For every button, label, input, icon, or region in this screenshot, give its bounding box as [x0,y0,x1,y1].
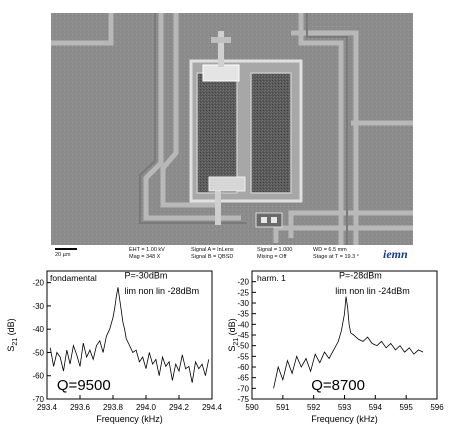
plot2-annotation: P=-28dBm [339,271,382,281]
plot-fundamental: 293.4 293.6 293.8 294.0 294.2 294.4 -20 -30 -40 -… [0,262,225,443]
plot1-xtick-label: 294.4 [202,403,223,412]
plot2-annotation: lim non lin -24dBm [335,286,410,296]
plot1-ytick-label: -60 [32,372,44,381]
plot1-corner-label: fondamental [50,273,97,283]
eht-readout: EHT = 1.00 kV [129,247,165,253]
plot-harmonic: 590 591 592 593 594 595 596 -20 -25 -30 -35 -40 -45 -… [225,262,451,443]
plot2-ytick-label: -40 [237,320,249,329]
plot2-q-label: Q=8700 [311,377,365,394]
plot1-ylabel-main: S [6,346,16,352]
plot-fundamental-svg: 293.4 293.6 293.8 294.0 294.2 294.4 -20 -30 -40 -… [6,270,223,424]
plot2-xlabel: Frequency (kHz) [311,414,378,424]
plot2-ylabel-unit: (dB) [227,318,237,338]
plot2-ytick-label: -55 [237,352,249,361]
iemn-logo: iemn [383,247,408,261]
plot2-xtick-label: 595 [399,403,413,412]
signal-b-readout: Signal B = QBSD [191,254,234,260]
plot2-xtick-label: 592 [307,403,321,412]
plot2-xtick-label: 593 [338,403,352,412]
wd-readout: WD = 6.5 mm [313,247,347,253]
sem-data-bar: 20 µm EHT = 1.00 kV Mag = 348 X Signal A… [51,245,413,263]
plot2-xtick-label: 594 [369,403,383,412]
plot2-series-line [273,296,424,389]
plot1-q-label: Q=9500 [57,377,111,394]
plot2-ytick-label: -30 [237,299,249,308]
plot1-ytick-label: -70 [32,395,44,404]
signal-a-readout: Signal A = InLens [191,247,234,253]
plot1-xlabel: Frequency (kHz) [96,414,163,424]
plot1-xtick-label: 293.8 [103,403,124,412]
plot2-ytick-label: -35 [237,310,249,319]
mixing-readout: Mixing = Off [257,254,287,260]
plot2-ytick-label: -20 [237,278,249,287]
plot2-ytick-label: -25 [237,288,249,297]
sem-image [51,13,413,245]
plot2-ytick-label: -45 [237,331,249,340]
plot1-xtick-label: 294.0 [136,403,157,412]
plot2-ylabel: S21 (dB) [227,318,240,351]
plot1-ytick-label: -20 [32,279,44,288]
plot1-ylabel-unit: (dB) [6,318,16,338]
scale-bar [55,248,77,250]
plot1-ytick-label: -30 [32,302,44,311]
mag-readout: Mag = 348 X [129,254,161,260]
plot1-xtick-label: 293.6 [70,403,91,412]
plot1-annotation: lim non lin -28dBm [125,286,200,296]
plot1-xtick-label: 294.2 [169,403,190,412]
plot1-xtick-label: 293.4 [37,403,58,412]
plot2-xtick-label: 596 [430,403,444,412]
signal-readout: Signal = 1.000 [257,247,293,253]
plot2-ytick-label: -60 [237,363,249,372]
plot2-xtick-label: 591 [276,403,290,412]
plot2-corner-label: harm. 1 [257,273,286,283]
plot1-annotation: P=-30dBm [125,271,168,281]
plot2-ytick-label: -70 [237,384,249,393]
plot2-ytick-label: -65 [237,374,249,383]
plot2-ylabel-main: S [227,346,237,352]
plot2-ylabel-sub: 21 [233,338,240,346]
plot1-ylabel-sub: 21 [12,338,19,346]
plot1-frame [46,270,213,400]
plot2-xtick-label: 590 [245,403,259,412]
stage-readout: Stage at T = 19.3 ° [313,254,359,260]
plot2-ytick-label: -75 [237,395,249,404]
plot-harmonic-svg: 590 591 592 593 594 595 596 -20-25 -30 -35-40 -45 -… [227,270,444,424]
scale-bar-label: 20 µm [55,252,71,258]
plot2-ytick-label: -50 [237,342,249,351]
plot1-series-line [49,287,210,383]
plot1-ytick-label: -50 [32,348,44,357]
plot1-ylabel: S21 (dB) [6,318,19,351]
plot1-ytick-label: -40 [32,325,44,334]
sem-micrograph [51,13,413,245]
